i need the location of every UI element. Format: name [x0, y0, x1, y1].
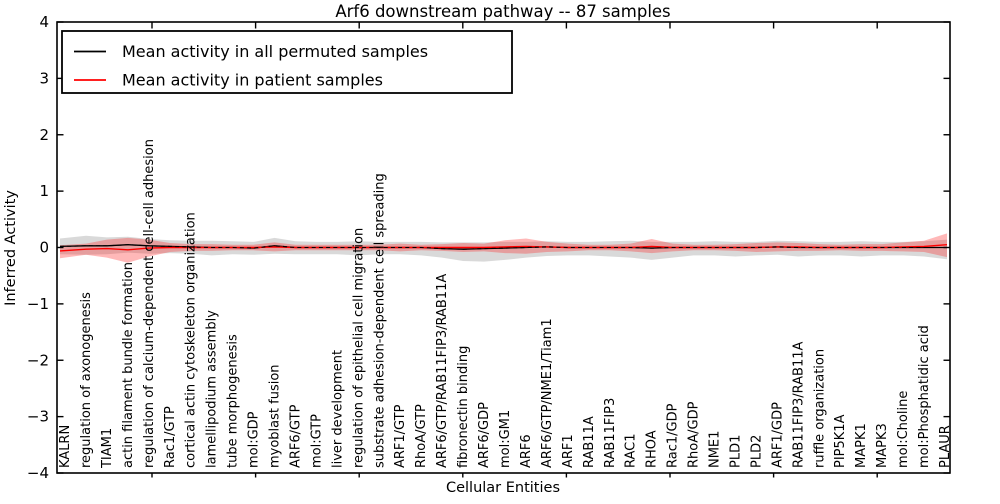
y-tick-label: 3	[39, 69, 49, 87]
x-tick-label: Rac1/GTP	[163, 406, 178, 468]
x-tick-label: TIAM1	[100, 428, 115, 469]
x-tick-label: lamellipodium assembly	[205, 310, 220, 468]
chart-title: Arf6 downstream pathway -- 87 samples	[335, 2, 670, 21]
x-tick-label: ARF6/GTP/RAB11FIP3/RAB11A	[435, 274, 450, 468]
x-tick-label: PLD1	[728, 435, 743, 468]
x-tick-label: cortical actin cytoskeleton organization	[184, 212, 199, 468]
x-tick-label: RAC1	[624, 433, 639, 468]
legend-border	[61, 30, 513, 94]
y-tick-label: 1	[39, 182, 49, 200]
y-tick-label: 2	[39, 126, 49, 144]
y-axis-label: Inferred Activity	[3, 190, 19, 306]
y-tick-label: −4	[27, 464, 49, 482]
x-tick-label: actin filament bundle formation	[121, 262, 136, 468]
x-tick-label: fibronectin binding	[456, 346, 471, 468]
y-tick-label: 4	[39, 13, 49, 31]
x-tick-label: RhoA/GDP	[687, 401, 702, 468]
x-tick-label: ARF6/GTP	[288, 404, 303, 468]
x-tick-label: regulation of epithelial cell migration	[351, 228, 366, 468]
x-tick-label: ARF1	[561, 434, 576, 468]
x-tick-label: RhoA/GTP	[414, 404, 429, 468]
x-tick-label: NME1	[708, 431, 723, 468]
y-tick-label: −2	[27, 351, 49, 369]
x-tick-label: RAB11FIP3	[603, 398, 618, 468]
x-tick-label: ARF6/GTP/NME1/Tiam1	[540, 318, 555, 468]
x-tick-label: MAPK1	[854, 423, 869, 468]
legend-label-permuted: Mean activity in all permuted samples	[122, 42, 428, 61]
x-tick-label: Rac1/GDP	[666, 403, 681, 468]
x-tick-label: PIP5K1A	[833, 414, 848, 468]
x-tick-label: KALRN	[58, 425, 73, 468]
x-tick-label: ARF6/GDP	[477, 402, 492, 468]
y-tick-label: −3	[27, 408, 49, 426]
x-tick-label: PLD2	[749, 435, 764, 468]
x-tick-label: RAB11A	[582, 416, 597, 468]
x-tick-label: regulation of axonogenesis	[79, 292, 94, 468]
x-tick-label: liver development	[330, 350, 345, 468]
permuted-mean-line-dashes	[59, 244, 947, 250]
x-tick-label: mol:Choline	[896, 391, 911, 468]
x-tick-label: RHOA	[645, 430, 660, 468]
y-tick-label: −1	[27, 295, 49, 313]
x-tick-label: mol:GTP	[309, 414, 324, 468]
x-tick-label: MAPK3	[875, 423, 890, 468]
x-tick-label: mol:GM1	[498, 410, 513, 468]
plot-area: −4 −3 −2 −1 0 1 2 3 4 KALRN regulation of axonogen…	[27, 13, 953, 482]
x-tick-label: regulation of calcium-dependent cell-cel…	[142, 139, 157, 468]
x-tick-label: ARF6	[519, 434, 534, 468]
x-tick-label: ruffle organization	[812, 349, 827, 468]
axis-frame	[56, 21, 951, 474]
x-tick-label: ARF1/GDP	[770, 402, 785, 468]
x-tick-label: tube morphogenesis	[226, 334, 241, 468]
y-tick-label: 0	[39, 239, 49, 257]
x-tick-label: substrate adhesion-dependent cell spread…	[372, 173, 387, 468]
x-tick-label: mol:Phosphatidic acid	[917, 325, 932, 468]
x-tick-label: ARF1/GTP	[393, 404, 408, 468]
legend-label-patient: Mean activity in patient samples	[122, 71, 383, 90]
legend: Mean activity in all permuted samples Me…	[61, 30, 513, 94]
x-tick-label: mol:GDP	[247, 411, 262, 468]
x-axis-label: Cellular Entities	[446, 480, 560, 496]
x-tick-label: myoblast fusion	[268, 364, 283, 468]
x-tick-label: RAB11FIP3/RAB11A	[791, 341, 806, 468]
